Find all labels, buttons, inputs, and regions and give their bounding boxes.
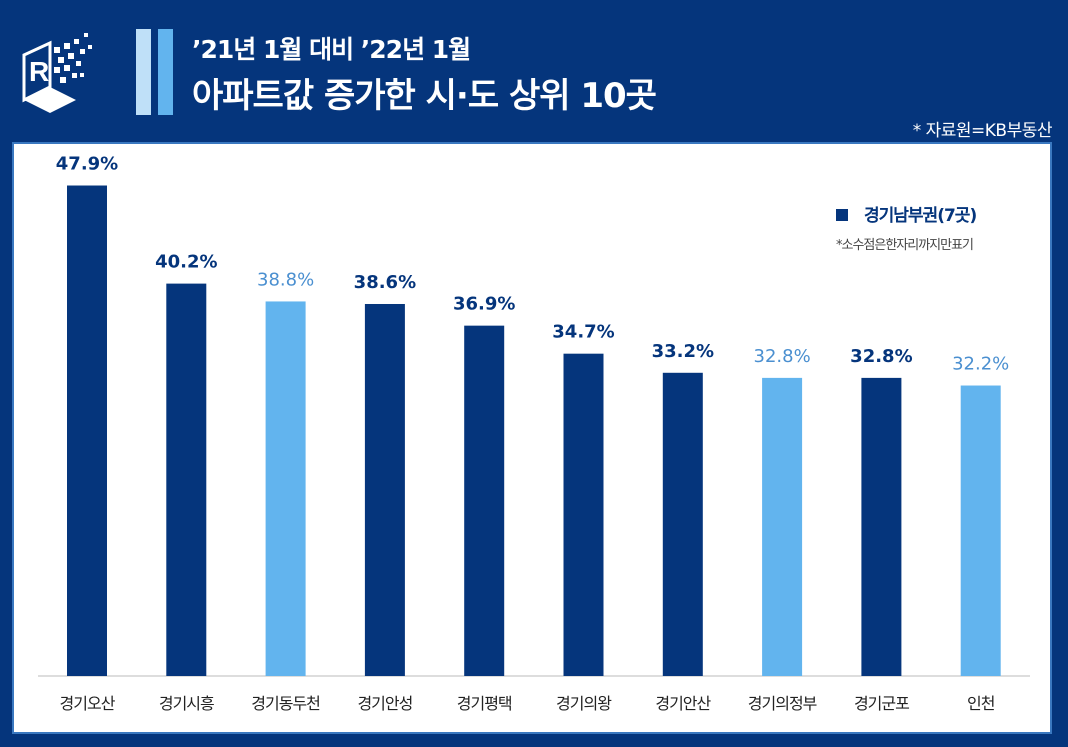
logo-icon: R [22,33,92,113]
bar [662,372,703,676]
category-label: 경기의왕 [556,694,612,713]
data-label: 40.2% [155,252,217,273]
bar [563,353,604,676]
accent-bar-light [136,29,151,115]
bar [364,303,405,676]
category-label: 인천 [967,694,995,713]
svg-text:R: R [29,56,49,87]
category-label: 경기군포 [854,694,909,713]
category-label: 경기동두천 [251,694,320,713]
bar [960,385,1001,676]
bar [67,185,107,676]
bar [166,283,207,676]
category-label: 경기시흥 [159,694,214,713]
bar [762,377,803,676]
data-label: 47.9% [56,154,118,175]
chart-title: 아파트값 증가한 시·도 상위 10곳 [192,76,657,116]
data-label: 32.2% [952,354,1009,375]
legend-note: *소수점은한자리까지만표기 [836,238,973,253]
bar [861,377,902,676]
legend-label: 경기남부권(7곳) [864,206,976,226]
legend-swatch [836,209,848,221]
data-label: 38.6% [354,272,416,293]
bar [464,325,505,676]
source-note: * 자료원=KB부동산 [912,121,1053,141]
data-label: 33.2% [652,341,714,362]
data-label: 32.8% [754,346,811,367]
category-label: 경기안산 [655,694,711,713]
data-label: 36.9% [453,294,515,315]
data-label: 32.8% [850,346,912,367]
data-label: 38.8% [257,269,314,290]
category-label: 경기의정부 [748,694,817,713]
category-label: 경기오산 [60,694,116,713]
category-label: 경기평택 [457,694,512,713]
accent-bar-blue [158,29,173,115]
bar [265,301,306,676]
category-label: 경기안성 [357,694,412,713]
chart-subtitle: ’21년 1월 대비 ’22년 1월 [192,35,471,64]
data-label: 34.7% [552,322,614,343]
